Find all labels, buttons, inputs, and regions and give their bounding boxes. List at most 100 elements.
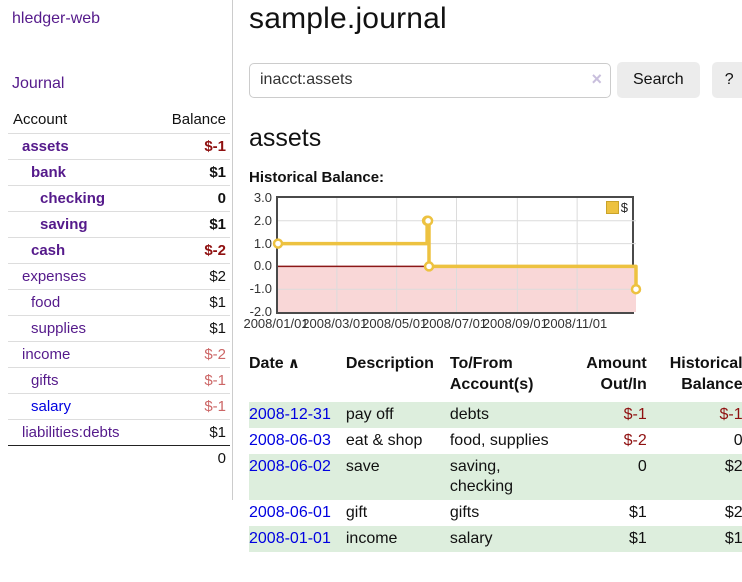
transaction-description: gift bbox=[345, 503, 368, 521]
accounts-header-account: Account bbox=[8, 107, 150, 134]
nav-journal-link[interactable]: Journal bbox=[12, 75, 65, 92]
app-window: hledger-web Journal Account Balance asse… bbox=[0, 0, 742, 552]
transaction-date-link[interactable]: 2008-06-03 bbox=[249, 431, 331, 449]
help-button[interactable]: ? bbox=[711, 62, 742, 98]
transaction-row: 2008-06-03 eat & shop food, supplies $-2 0 bbox=[249, 428, 742, 454]
account-row: salary $-1 bbox=[8, 393, 230, 420]
account-link[interactable]: bank bbox=[31, 164, 67, 181]
clear-search-icon[interactable]: × bbox=[591, 68, 602, 89]
transactions-table: Date ∧ Description To/From Account(s) Amo… bbox=[249, 354, 742, 552]
transaction-row: 2008-01-01 income salary $1 $1 bbox=[249, 525, 742, 552]
account-row: income $-2 bbox=[8, 341, 230, 368]
chart-canvas bbox=[272, 198, 642, 312]
account-balance: $-2 bbox=[149, 341, 230, 368]
account-row: expenses $2 bbox=[8, 263, 230, 290]
account-link[interactable]: food bbox=[31, 294, 61, 311]
chart-legend: $ bbox=[605, 200, 628, 215]
transaction-balance: 0 bbox=[733, 431, 742, 449]
header-amount: Amount Out/In bbox=[586, 355, 647, 393]
brand-link[interactable]: hledger-web bbox=[12, 10, 101, 27]
transaction-description: save bbox=[345, 457, 380, 475]
account-link[interactable]: supplies bbox=[31, 320, 87, 337]
x-tick-label: 2008/09/01 bbox=[482, 316, 548, 331]
account-link[interactable]: assets bbox=[22, 138, 69, 155]
account-row: assets $-1 bbox=[8, 133, 230, 160]
chart-plot-area: $ bbox=[272, 196, 642, 314]
data-point-marker bbox=[422, 215, 434, 227]
account-row: food $1 bbox=[8, 289, 230, 316]
account-heading: assets bbox=[249, 124, 322, 152]
header-description: Description bbox=[345, 355, 434, 372]
account-link[interactable]: salary bbox=[31, 398, 72, 415]
account-link[interactable]: liabilities:debts bbox=[22, 424, 120, 441]
transaction-balance: $-1 bbox=[719, 405, 742, 423]
account-balance: $-1 bbox=[149, 393, 230, 420]
account-balance: $1 bbox=[149, 315, 230, 342]
chart-title: Historical Balance: bbox=[249, 169, 385, 186]
account-balance: $1 bbox=[209, 424, 226, 441]
data-point-marker bbox=[630, 283, 642, 295]
y-tick-label: 2.0 bbox=[253, 212, 272, 228]
transaction-accounts: gifts bbox=[449, 503, 480, 521]
account-balance: $-1 bbox=[149, 367, 230, 394]
chart-x-axis: 2008/01/01 2008/03/01 2008/05/01 2008/07/01… bbox=[243, 316, 634, 334]
x-tick-label: 2008/07/01 bbox=[421, 316, 488, 331]
transaction-date-link[interactable]: 2008-06-01 bbox=[249, 503, 331, 521]
x-tick-label: 2008/11/01 bbox=[543, 316, 608, 331]
sidebar: hledger-web Journal Account Balance asse… bbox=[0, 0, 233, 500]
x-tick-label: 2008/03/01 bbox=[302, 316, 368, 331]
accounts-total-row: 0 bbox=[8, 445, 230, 471]
page-title: sample.journal bbox=[249, 2, 447, 35]
transactions-header-row: Date ∧ Description To/From Account(s) Amo… bbox=[249, 354, 742, 402]
account-row: supplies $1 bbox=[8, 315, 230, 342]
y-tick-label: -2.0 bbox=[249, 304, 272, 319]
account-row: gifts $-1 bbox=[8, 367, 230, 394]
account-row: liabilities:debts $1 bbox=[8, 420, 230, 446]
accounts-header-row: Account Balance bbox=[8, 107, 230, 134]
account-link[interactable]: checking bbox=[40, 190, 106, 207]
search-bar: × Search ? bbox=[249, 62, 742, 98]
data-point-marker bbox=[272, 238, 284, 249]
transaction-date-link[interactable]: 2008-12-31 bbox=[249, 405, 331, 423]
transaction-accounts: salary bbox=[449, 529, 493, 547]
search-button[interactable]: Search bbox=[617, 62, 700, 98]
account-balance: $1 bbox=[149, 211, 230, 238]
transaction-row: 2008-06-02 save saving, checking 0 $2 bbox=[249, 453, 742, 500]
y-tick-label: -1.0 bbox=[249, 281, 272, 297]
x-tick-label: 2008/01/01 bbox=[243, 316, 309, 331]
sort-ascending-icon: ∧ bbox=[287, 355, 300, 372]
search-box: × bbox=[249, 62, 611, 98]
series-swatch-icon bbox=[605, 201, 619, 214]
transaction-date-link[interactable]: 2008-01-01 bbox=[249, 529, 331, 547]
transaction-row: 2008-06-01 gift gifts $1 $2 bbox=[249, 500, 742, 526]
series-label: $ bbox=[620, 200, 628, 215]
x-tick-label: 2008/05/01 bbox=[362, 316, 428, 331]
transaction-accounts: debts bbox=[449, 405, 489, 423]
transaction-balance: $1 bbox=[724, 529, 742, 547]
account-link[interactable]: gifts bbox=[31, 372, 59, 389]
header-date[interactable]: Date ∧ bbox=[249, 355, 300, 372]
account-link[interactable]: income bbox=[22, 346, 71, 363]
transaction-description: eat & shop bbox=[345, 431, 423, 449]
transaction-row: 2008-12-31 pay off debts $-1 $-1 bbox=[249, 401, 742, 428]
account-row: checking 0 bbox=[8, 185, 230, 212]
main-panel: sample.journal × Search ? assets Histori… bbox=[233, 0, 742, 552]
transaction-amount: $-2 bbox=[623, 431, 647, 449]
header-accounts: To/From Account(s) bbox=[449, 355, 534, 393]
transaction-date-link[interactable]: 2008-06-02 bbox=[249, 457, 331, 475]
search-input[interactable] bbox=[249, 62, 611, 98]
account-balance: $2 bbox=[149, 263, 230, 290]
transaction-description: pay off bbox=[345, 405, 394, 423]
account-link[interactable]: saving bbox=[40, 216, 88, 233]
accounts-total-value: 0 bbox=[8, 445, 230, 471]
header-historical-balance: Historical Balance bbox=[669, 355, 742, 393]
account-link[interactable]: expenses bbox=[22, 268, 87, 285]
account-row: cash $-2 bbox=[8, 237, 230, 264]
account-row: saving $1 bbox=[8, 211, 230, 238]
account-link[interactable]: cash bbox=[31, 242, 66, 259]
y-tick-label: 3.0 bbox=[253, 190, 272, 205]
account-balance: 0 bbox=[149, 185, 230, 212]
historical-balance-chart: 3.0 2.0 1.0 0.0 -1.0 -2.0 $ 2008/01/01 2008/03… bbox=[243, 191, 742, 334]
transaction-balance: $2 bbox=[724, 457, 742, 475]
data-point-marker bbox=[423, 261, 435, 272]
